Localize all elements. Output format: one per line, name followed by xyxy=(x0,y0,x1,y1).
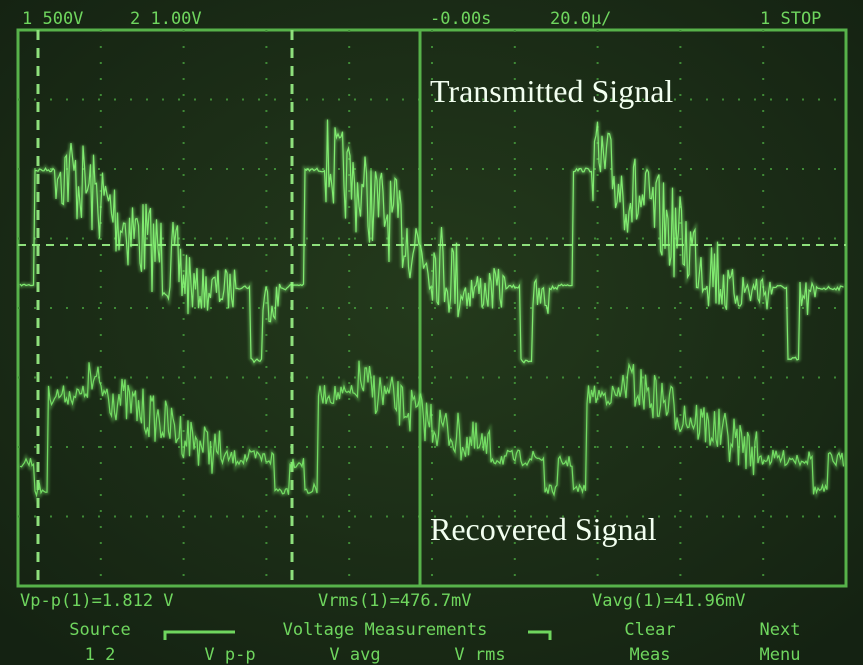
recovered-label: Recovered Signal xyxy=(430,511,657,547)
status-channel1: 1 500V xyxy=(22,9,83,29)
menu-label: 1 2 xyxy=(85,645,116,665)
menu-label: Meas xyxy=(630,645,671,665)
menu-label: Clear xyxy=(624,620,675,640)
status-time-offset: -0.00s xyxy=(430,9,491,29)
measurement: Vrms(1)=476.7mV xyxy=(318,591,472,611)
menu-label: V rms xyxy=(454,645,505,665)
measurement: Vp-p(1)=1.812 V xyxy=(20,591,174,611)
menu-label: V avg xyxy=(329,645,380,665)
status-channel2: 2 1.00V xyxy=(130,9,202,29)
status-time-scale: 20.0µ/ xyxy=(550,9,611,29)
menu-label: V p-p xyxy=(204,645,255,665)
transmitted-label: Transmitted Signal xyxy=(430,73,673,109)
menu-label: Source xyxy=(69,620,130,640)
oscilloscope-photo: 1 500V 2 1.00V -0.00s 20.0µ/ 1 STOP Tran… xyxy=(0,0,863,665)
measurement: Vavg(1)=41.96mV xyxy=(592,591,746,611)
menu-title: Voltage Measurements xyxy=(283,620,488,640)
menu-label: Next xyxy=(760,620,801,640)
menu-label: Menu xyxy=(760,645,801,665)
status-trigger: 1 STOP xyxy=(760,9,821,29)
